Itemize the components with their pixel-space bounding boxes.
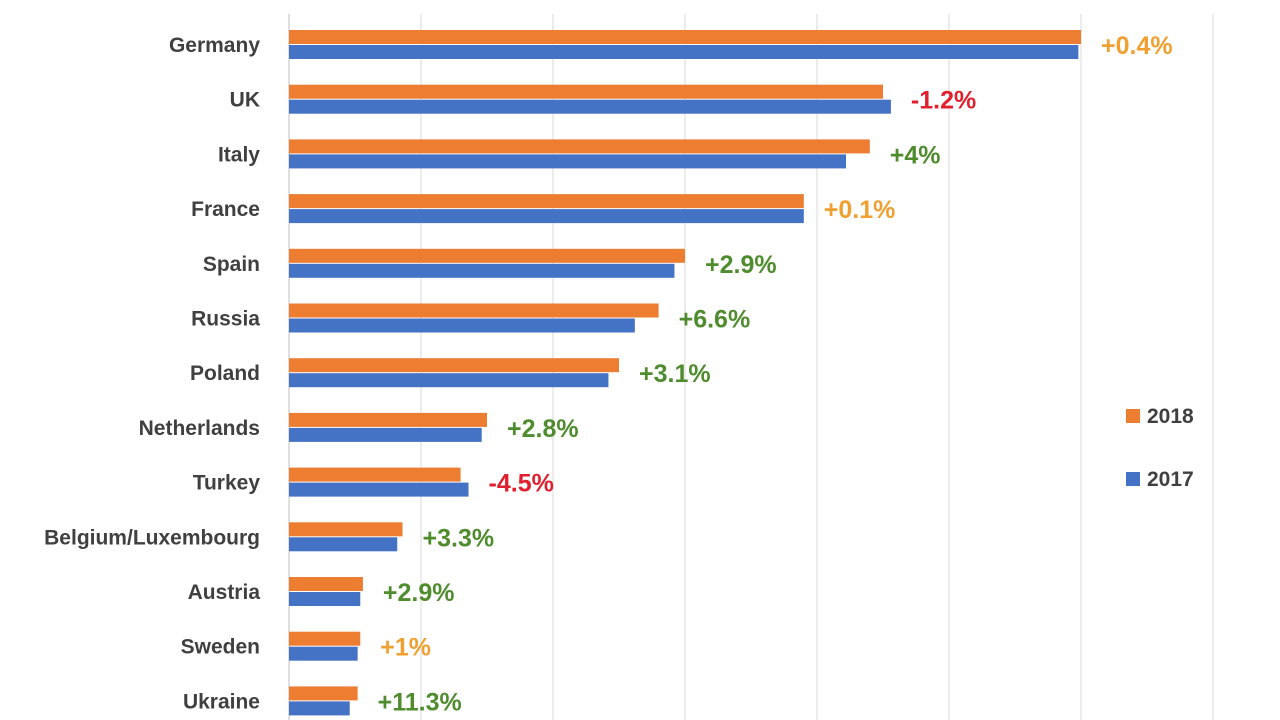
category-label: Poland [190,362,260,385]
legend-swatch-2017 [1126,472,1140,486]
bar-2018-spain [289,248,685,263]
legend-swatch-2018 [1126,409,1140,423]
bar-2018-germany [289,30,1081,44]
category-label: Spain [203,253,260,276]
change-label: +4% [890,141,941,169]
bar-2018-netherlands [289,412,487,427]
category-label: Turkey [193,472,261,495]
bar-2017-austria [289,592,361,606]
change-label: +0.1% [824,196,896,224]
category-label: Germany [169,34,260,57]
bar-2018-belgium-luxembourg [289,522,403,537]
bar-2018-russia [289,303,659,318]
bar-2017-france [289,209,804,224]
change-label: +1% [380,634,431,662]
category-label: UK [230,89,260,112]
change-label: +6.6% [679,306,751,334]
bar-2017-turkey [289,482,469,497]
category-label: Netherlands [139,417,260,440]
category-label: Sweden [181,636,260,659]
category-label: Ukraine [183,690,260,713]
bar-2018-ukraine [289,686,358,701]
change-label: +2.9% [383,579,455,607]
bar-2017-uk [289,99,891,114]
legend-label-2017: 2017 [1147,468,1194,491]
category-label: Belgium/Luxembourg [44,526,260,549]
bar-2018-italy [289,139,870,154]
category-label: Italy [218,143,260,166]
change-label: +3.1% [639,360,711,388]
bar-2018-france [289,194,804,209]
change-label: -1.2% [911,87,976,115]
bar-2018-uk [289,84,883,99]
change-label: +2.8% [507,415,579,443]
change-label: +3.3% [423,524,495,552]
bar-2017-ukraine [289,701,350,716]
bar-2018-sweden [289,631,361,646]
bar-2018-turkey [289,467,461,482]
change-label: +0.4% [1101,32,1173,60]
bar-2017-belgium-luxembourg [289,537,398,552]
category-label: Austria [188,581,261,604]
legend-label-2018: 2018 [1147,405,1194,428]
bar-2017-spain [289,263,675,278]
bar-2017-poland [289,373,609,388]
bar-2018-poland [289,358,619,373]
change-label: +11.3% [378,688,462,716]
change-label: +2.9% [705,251,777,279]
change-label: -4.5% [489,470,554,498]
category-label: France [191,198,260,221]
bar-2017-russia [289,318,635,333]
bar-2017-sweden [289,646,358,661]
bar-2018-austria [289,577,363,591]
category-label: Russia [191,308,260,331]
bar-2017-netherlands [289,427,482,442]
bar-2017-italy [289,154,847,169]
bar-2017-germany [289,45,1079,59]
